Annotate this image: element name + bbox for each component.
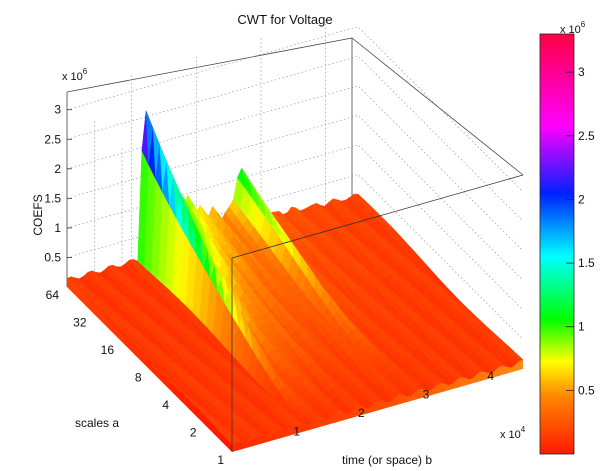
z-axis: x 106 COEFS 0.5 1 1.5 2 2.5 3 [31, 67, 88, 264]
colorbar-gradient [539, 33, 575, 455]
scales-axis: scales a 1 2 4 8 16 32 64 [46, 288, 225, 467]
chart-title: CWT for Voltage [237, 12, 332, 27]
time-tick-label: 4 [487, 369, 494, 383]
scale-tick-label: 16 [101, 343, 115, 357]
time-axis-exponent: x 104 [500, 425, 526, 441]
colorbar-tick-label: 2 [578, 192, 585, 206]
scale-tick-label: 2 [190, 426, 197, 440]
time-tick-label: 3 [423, 388, 430, 402]
scale-tick-label: 8 [135, 371, 142, 385]
time-axis: time (or space) b x 104 1 2 3 4 [293, 369, 525, 467]
z-tick-label: 1 [54, 221, 61, 235]
z-tick-label: 2 [54, 162, 61, 176]
time-tick-label: 2 [358, 406, 365, 420]
z-axis-exponent: x 106 [62, 67, 88, 83]
coefficient-surface [66, 110, 524, 452]
colorbar: x 106 0.5 1 1.5 2 2.5 3 [539, 20, 595, 455]
z-tick-label: 2.5 [44, 132, 61, 146]
colorbar-tick-label: 2.5 [578, 129, 595, 143]
surface-front-wall [232, 359, 523, 452]
z-tick-label: 0.5 [44, 250, 61, 264]
colorbar-tick-label: 3 [578, 65, 585, 79]
colorbar-tick-label: 1 [578, 320, 585, 334]
colorbar-tick-label: 0.5 [578, 383, 595, 397]
surface-side-wall [67, 278, 232, 452]
time-axis-label: time (or space) b [342, 453, 432, 467]
scale-tick-label: 1 [217, 453, 224, 467]
front-box-edges [231, 174, 524, 452]
scale-tick-label: 64 [46, 288, 60, 302]
z-axis-label: COEFS [31, 194, 45, 235]
scale-tick-label: 32 [73, 316, 87, 330]
z-tick-label: 3 [54, 103, 61, 117]
time-tick-label: 1 [293, 425, 300, 439]
scales-axis-label: scales a [75, 416, 119, 430]
colorbar-exponent: x 106 [560, 20, 586, 36]
axes-box [66, 37, 524, 287]
z-tick-label: 1.5 [44, 191, 61, 205]
scale-tick-label: 4 [162, 398, 169, 412]
colorbar-tick-label: 1.5 [578, 256, 595, 270]
